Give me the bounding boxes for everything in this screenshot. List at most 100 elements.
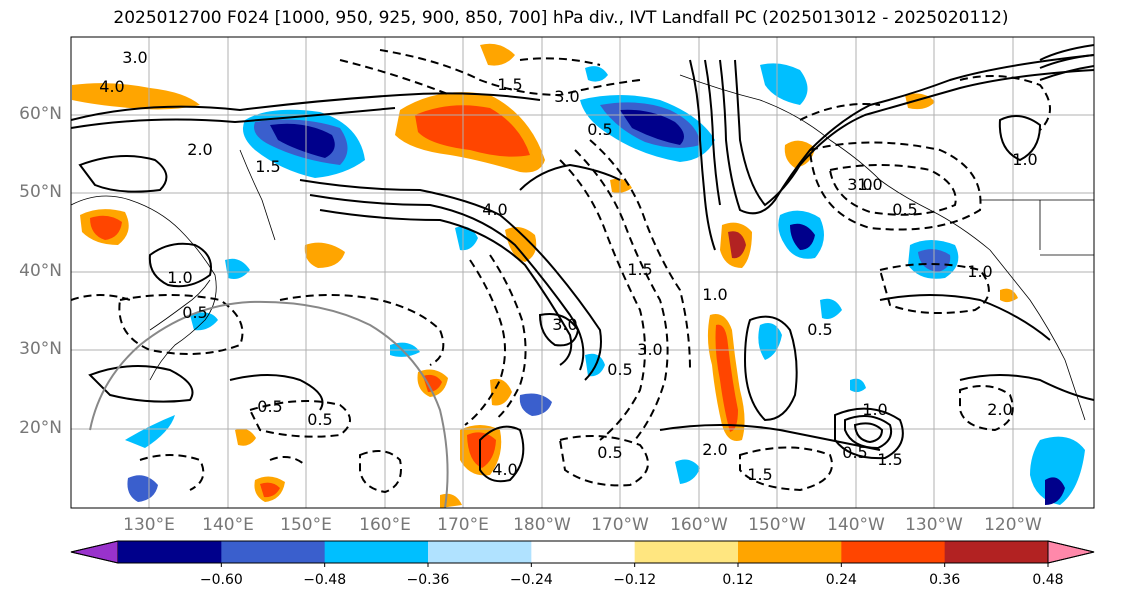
contour-label: 0.5 bbox=[587, 120, 612, 139]
shade-blob bbox=[760, 63, 808, 105]
colorbar-segment bbox=[531, 541, 636, 563]
contour-line bbox=[559, 159, 646, 441]
contour-line bbox=[379, 49, 641, 97]
contour-line bbox=[1039, 54, 1094, 69]
shade-blob bbox=[620, 109, 684, 145]
contour-line bbox=[959, 75, 1051, 131]
longitude-label: 140°E bbox=[202, 515, 254, 535]
coastline-canada bbox=[980, 199, 1094, 256]
contour-label: 1.5 bbox=[877, 450, 902, 469]
contour-line bbox=[78, 155, 168, 193]
shade-blob bbox=[505, 226, 537, 262]
contour-line bbox=[269, 455, 306, 466]
contour-line bbox=[1039, 44, 1094, 61]
shade-blob bbox=[127, 475, 158, 502]
contour-line bbox=[299, 179, 602, 381]
shade-blob bbox=[519, 393, 552, 416]
coastline-na-west bbox=[929, 209, 1086, 421]
contour-line bbox=[998, 115, 1042, 162]
contour-label: 4.0 bbox=[492, 460, 517, 479]
shade-blob bbox=[850, 378, 866, 393]
colorbar-outline bbox=[70, 540, 1095, 564]
contour-line bbox=[558, 435, 649, 487]
contour-line bbox=[853, 422, 884, 444]
contour-label: 1.0 bbox=[857, 175, 882, 194]
longitude-label: 170°W bbox=[591, 515, 649, 535]
contour-label: 0.5 bbox=[307, 410, 332, 429]
coastlines bbox=[71, 74, 1094, 421]
contour-line bbox=[734, 59, 1094, 207]
shade-blob bbox=[467, 432, 496, 468]
shade-blob bbox=[1030, 436, 1085, 505]
contour-line bbox=[479, 425, 525, 483]
solid-contours bbox=[71, 44, 1094, 483]
contour-line bbox=[139, 454, 205, 491]
contour-line bbox=[464, 259, 506, 426]
shade-blob bbox=[72, 83, 200, 110]
contour-line bbox=[878, 263, 990, 315]
contour-label: 1.0 bbox=[862, 400, 887, 419]
shade-blob bbox=[715, 324, 738, 432]
shade-blob bbox=[675, 459, 700, 484]
contour-label: 4.0 bbox=[99, 77, 124, 96]
contour-label: 1.0 bbox=[702, 285, 727, 304]
contour-line bbox=[959, 374, 1094, 401]
contour-labels: 3.0 4.0 2.0 1.5 1.0 0.5 3.0 4.0 1.5 3.0 0.5 1.0 0.5 1… bbox=[99, 48, 1037, 484]
longitude-label: 180°W bbox=[513, 515, 571, 535]
colorbar-segment bbox=[118, 541, 222, 563]
shade-blob bbox=[235, 428, 256, 446]
contour-line bbox=[808, 141, 982, 231]
contour-line bbox=[229, 374, 324, 411]
contour-line bbox=[799, 103, 881, 121]
contour-label: 0.5 bbox=[257, 397, 282, 416]
latitude-label: 50°N bbox=[19, 182, 62, 202]
contour-label: 2.0 bbox=[187, 140, 212, 159]
map-frame bbox=[70, 36, 1095, 509]
contour-label: 0.5 bbox=[842, 443, 867, 462]
contour-line bbox=[71, 107, 396, 129]
latitude-label: 30°N bbox=[19, 339, 62, 359]
shade-blob bbox=[90, 215, 122, 240]
contour-line bbox=[828, 164, 957, 216]
contour-line bbox=[959, 385, 1014, 432]
domain-circle bbox=[89, 300, 449, 508]
contour-label: 1.0 bbox=[967, 262, 992, 281]
contour-line bbox=[309, 194, 585, 371]
contour-line bbox=[339, 59, 451, 96]
longitude-label: 130°E bbox=[123, 515, 175, 535]
colorbar-tick-label: −0.48 bbox=[303, 572, 347, 588]
contour-label: 0.5 bbox=[607, 360, 632, 379]
colorbar-extend-low bbox=[70, 540, 119, 564]
colorbar-tick-label: −0.24 bbox=[509, 572, 553, 588]
colorbar-tick-label: 0.24 bbox=[825, 572, 857, 588]
contour-label: 4.0 bbox=[482, 200, 507, 219]
contour-line bbox=[279, 294, 445, 366]
colorbar-tick-label: 0.12 bbox=[722, 572, 754, 588]
colorbar bbox=[70, 540, 1095, 567]
contour-label: 1.5 bbox=[747, 465, 772, 484]
colorbar-segment bbox=[944, 541, 1049, 563]
contour-label: 3.0 bbox=[847, 175, 872, 194]
contour-line bbox=[489, 254, 527, 421]
shaded-divergence bbox=[72, 43, 1085, 508]
longitude-label: 140°W bbox=[827, 515, 885, 535]
contour-line bbox=[359, 450, 402, 494]
colorbar-tick-label: 0.48 bbox=[1032, 572, 1064, 588]
contour-line bbox=[71, 92, 541, 121]
shade-blob bbox=[728, 231, 746, 259]
longitude-label: 150°W bbox=[748, 515, 806, 535]
contour-line bbox=[118, 294, 244, 355]
contour-label: 0.5 bbox=[807, 320, 832, 339]
shade-blob bbox=[790, 223, 815, 250]
shade-blob bbox=[260, 482, 280, 498]
contour-label: 3.0 bbox=[554, 87, 579, 106]
contour-label: 0.5 bbox=[892, 200, 917, 219]
coastline-japan bbox=[149, 279, 211, 331]
contour-line bbox=[704, 59, 721, 206]
coastline-kamchatka bbox=[239, 149, 276, 241]
colorbar-tick-label: −0.12 bbox=[613, 572, 657, 588]
shade-blob bbox=[415, 105, 530, 157]
shade-blob bbox=[585, 66, 608, 82]
